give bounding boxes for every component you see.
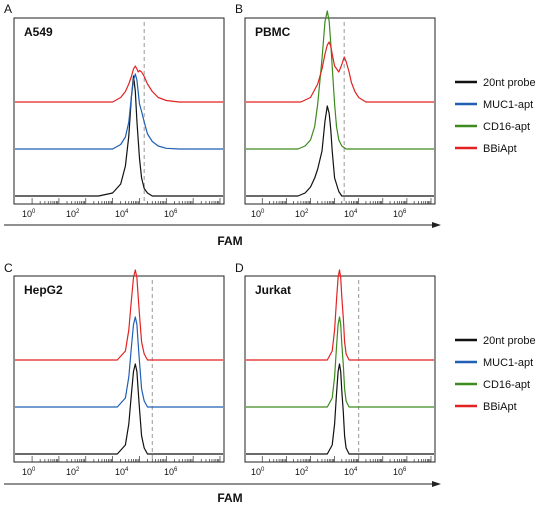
legend-top-entry-3: BBiApt <box>455 143 517 155</box>
legend-top-entry-0: 20nt probe <box>455 77 536 89</box>
panel-a-tick-label-2: 102 <box>66 209 80 219</box>
panel-b-tick-label-4: 104 <box>344 209 358 219</box>
legend-top-entry-1: MUC1-apt <box>455 99 533 111</box>
legend-bottom-entry-3: BBiApt <box>455 401 517 413</box>
panel-letter-a: A <box>4 2 12 16</box>
panel-b-plot <box>246 10 434 204</box>
panel-c-tick-label-6: 106 <box>164 467 178 477</box>
series-line-cd16-apt <box>246 10 434 150</box>
panel-a-x-tick-labels: 100 102 104 106 <box>22 209 178 219</box>
legend-bottom-entry-2: CD16-apt <box>455 379 530 391</box>
panel-b-tick-label-2: 102 <box>295 209 309 219</box>
panel-b-title: PBMC <box>255 25 291 39</box>
panel-c-plot <box>15 269 223 462</box>
legend-bottom-label-1: MUC1-apt <box>483 357 533 369</box>
panel-b-x-tick-labels: 100 102 104 106 <box>251 209 407 219</box>
series-line-20nt-probe <box>15 363 223 455</box>
x-axis-top: FAM <box>4 222 441 248</box>
panel-letter-d: D <box>235 261 244 275</box>
panel-d-tick-label-6: 106 <box>393 467 407 477</box>
panel-d: D Jurkat 100 102 104 106 <box>235 261 436 477</box>
series-line-muc1-apt <box>15 316 223 408</box>
panel-d-plot <box>246 269 434 462</box>
series-line-20nt-probe <box>246 105 434 197</box>
legend-bottom-entry-0: 20nt probe <box>455 335 536 347</box>
panel-d-x-tick-labels: 100 102 104 106 <box>251 467 407 477</box>
panel-a-plot <box>15 22 223 204</box>
legend-bottom: 20nt probe MUC1-apt CD16-apt BBiApt <box>455 335 536 413</box>
panel-c-title: HepG2 <box>24 283 63 297</box>
series-line-20nt-probe <box>246 363 434 455</box>
panel-d-tick-label-2: 102 <box>295 467 309 477</box>
panel-a-title: A549 <box>24 25 53 39</box>
panel-c-x-tick-labels: 100 102 104 106 <box>22 467 178 477</box>
legend-top-label-1: MUC1-apt <box>483 99 533 111</box>
panel-b-tick-label-6: 106 <box>393 209 407 219</box>
panel-letter-b: B <box>235 2 243 16</box>
series-line-20nt-probe <box>15 75 223 197</box>
x-axis-bottom: FAM <box>4 481 441 505</box>
legend-bottom-label-3: BBiApt <box>483 401 517 413</box>
panel-letter-c: C <box>4 261 13 275</box>
panel-c-tick-label-0: 100 <box>22 467 36 477</box>
series-line-bbiapt <box>15 269 223 361</box>
panel-a-tick-label-4: 104 <box>115 209 129 219</box>
panel-a-tick-label-6: 106 <box>164 209 178 219</box>
x-axis-top-arrowhead <box>432 222 441 228</box>
panel-b: B PBMC 100 102 104 106 <box>235 2 436 219</box>
panel-c: C HepG2 100 102 104 106 <box>4 261 225 477</box>
legend-bottom-label-2: CD16-apt <box>483 379 530 391</box>
panel-b-tick-label-0: 100 <box>251 209 265 219</box>
legend-top-label-0: 20nt probe <box>483 77 536 89</box>
panel-d-tick-label-4: 104 <box>344 467 358 477</box>
series-line-bbiapt <box>246 41 434 103</box>
series-line-muc1-apt <box>15 73 223 150</box>
series-line-bbiapt <box>246 269 434 361</box>
panel-d-title: Jurkat <box>255 283 291 297</box>
series-line-cd16-apt <box>246 316 434 408</box>
panel-b-frame <box>244 17 436 205</box>
panel-d-tick-label-0: 100 <box>251 467 265 477</box>
legend-bottom-entry-1: MUC1-apt <box>455 357 533 369</box>
panel-c-frame <box>13 275 225 463</box>
x-axis-top-label: FAM <box>217 234 242 248</box>
panel-a-frame <box>13 17 225 205</box>
x-axis-bottom-arrowhead <box>432 481 441 487</box>
panel-a: A A549 100 102 104 106 <box>4 2 225 219</box>
panel-c-tick-label-2: 102 <box>66 467 80 477</box>
legend-top: 20nt probe MUC1-apt CD16-apt BBiApt <box>455 77 536 155</box>
x-axis-bottom-label: FAM <box>217 491 242 505</box>
legend-bottom-label-0: 20nt probe <box>483 335 536 347</box>
panel-c-tick-label-4: 104 <box>115 467 129 477</box>
series-line-bbiapt <box>15 65 223 103</box>
panel-a-tick-label-0: 100 <box>22 209 36 219</box>
legend-top-entry-2: CD16-apt <box>455 121 530 133</box>
legend-top-label-2: CD16-apt <box>483 121 530 133</box>
legend-top-label-3: BBiApt <box>483 143 517 155</box>
